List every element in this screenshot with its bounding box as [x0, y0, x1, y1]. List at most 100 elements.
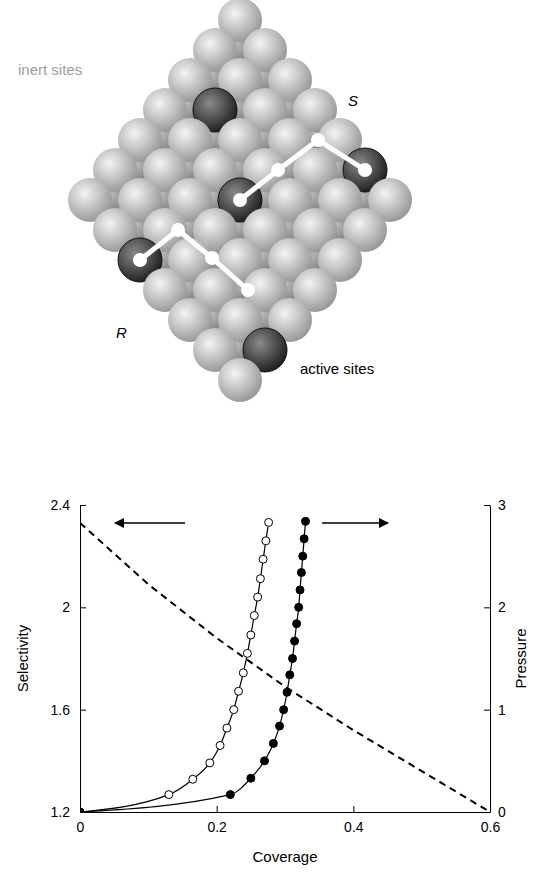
tick: 1.2	[51, 804, 86, 820]
diagram-label: R	[116, 324, 127, 341]
axis-line	[81, 812, 491, 813]
tick: 2	[484, 599, 506, 615]
adsorbate-atom	[205, 251, 219, 265]
data-point	[291, 637, 299, 645]
tick-label: 0	[77, 819, 85, 835]
plot-area	[80, 517, 490, 812]
data-point	[299, 552, 307, 560]
axis-line	[490, 506, 491, 813]
tick-label: 1	[498, 702, 506, 718]
data-point	[239, 669, 247, 677]
adsorbate-atom	[358, 163, 372, 177]
tick-mark	[484, 607, 490, 608]
data-point	[262, 537, 270, 545]
series-line	[80, 522, 269, 812]
tick: 2	[62, 599, 86, 615]
tick-label: 2	[498, 599, 506, 615]
tick: 3	[484, 497, 506, 513]
axis-arrow	[115, 522, 185, 524]
data-point	[302, 517, 310, 525]
data-point	[206, 759, 214, 767]
y2-axis: 0 1 2 3	[484, 497, 506, 820]
figure: inert sitesSRactive sites00.20.40.61.21.…	[0, 0, 533, 879]
data-point	[261, 757, 269, 765]
data-point	[243, 649, 251, 657]
tick-label: 0.6	[481, 819, 501, 835]
data-point	[254, 593, 262, 601]
data-point	[256, 575, 264, 583]
series	[80, 517, 310, 812]
adsorbate	[133, 223, 255, 297]
tick: 0.4	[344, 806, 364, 835]
chart: 0 0.2 0.4 0.6 1.2 1.6 2 2.4 0 1 2 3 Coverage Selectiv…	[14, 497, 529, 865]
data-point	[293, 620, 301, 628]
tick-mark	[80, 812, 86, 813]
tick-label: 0	[498, 804, 506, 820]
tick-mark	[353, 806, 354, 812]
tick-mark	[484, 812, 490, 813]
adsorbate-atom	[133, 253, 147, 267]
diagram-label: active sites	[300, 360, 374, 377]
tick: 0	[77, 806, 85, 835]
tick: 2.4	[51, 497, 86, 513]
data-point	[297, 569, 305, 577]
axis-line	[80, 506, 81, 813]
data-point	[269, 739, 277, 747]
series-line	[80, 521, 306, 812]
x-axis: 0 0.2 0.4 0.6	[77, 806, 501, 835]
tick: 1	[484, 702, 506, 718]
data-point	[189, 775, 197, 783]
data-point	[283, 688, 291, 696]
back-layer	[96, 31, 384, 369]
data-point	[286, 671, 294, 679]
data-point	[276, 722, 284, 730]
series	[80, 523, 490, 812]
tick: 1.6	[51, 702, 86, 718]
data-point	[80, 808, 84, 812]
tick: 0	[484, 804, 506, 820]
y-axis-title: Selectivity	[14, 624, 31, 692]
inert-site	[218, 358, 262, 402]
x-axis-title: Coverage	[252, 848, 317, 865]
surface-diagram: inert sitesSRactive sites	[18, 0, 412, 402]
adsorbate-atom	[311, 133, 325, 147]
tick-label: 0.2	[207, 819, 227, 835]
y-axis: 1.2 1.6 2 2.4	[51, 497, 86, 820]
adsorbate-atom	[171, 223, 185, 237]
data-point	[80, 808, 84, 812]
tick-mark	[484, 710, 490, 711]
y2-axis-title: Pressure	[512, 628, 529, 688]
adsorbate-bond	[140, 230, 248, 290]
adsorbate-bond	[240, 140, 365, 200]
tick-label: 3	[498, 497, 506, 513]
data-point	[259, 555, 267, 563]
data-point	[296, 586, 304, 594]
tick-mark	[484, 505, 490, 506]
data-point	[280, 706, 288, 714]
tick-mark	[80, 607, 86, 608]
data-point	[235, 687, 243, 695]
adsorbate	[233, 133, 372, 207]
tick-mark	[80, 710, 86, 711]
data-point	[230, 706, 238, 714]
top-layer	[68, 0, 412, 402]
tick-label: 1.6	[51, 702, 71, 718]
data-point	[223, 724, 231, 732]
data-point	[165, 791, 173, 799]
tick-label: 0.4	[344, 819, 364, 835]
axis-arrow	[322, 522, 388, 524]
adsorbate-atom	[241, 283, 255, 297]
data-point	[226, 791, 234, 799]
data-point	[300, 535, 308, 543]
data-point	[247, 631, 255, 639]
tick-label: 2	[62, 599, 70, 615]
data-point	[216, 741, 224, 749]
diagram-label: S	[348, 92, 358, 109]
adsorbate-atom	[233, 193, 247, 207]
data-point	[295, 603, 303, 611]
data-point	[265, 518, 273, 526]
series-line	[80, 523, 490, 812]
adsorbate-atom	[271, 163, 285, 177]
tick-label: 1.2	[51, 804, 71, 820]
data-point	[289, 655, 297, 663]
